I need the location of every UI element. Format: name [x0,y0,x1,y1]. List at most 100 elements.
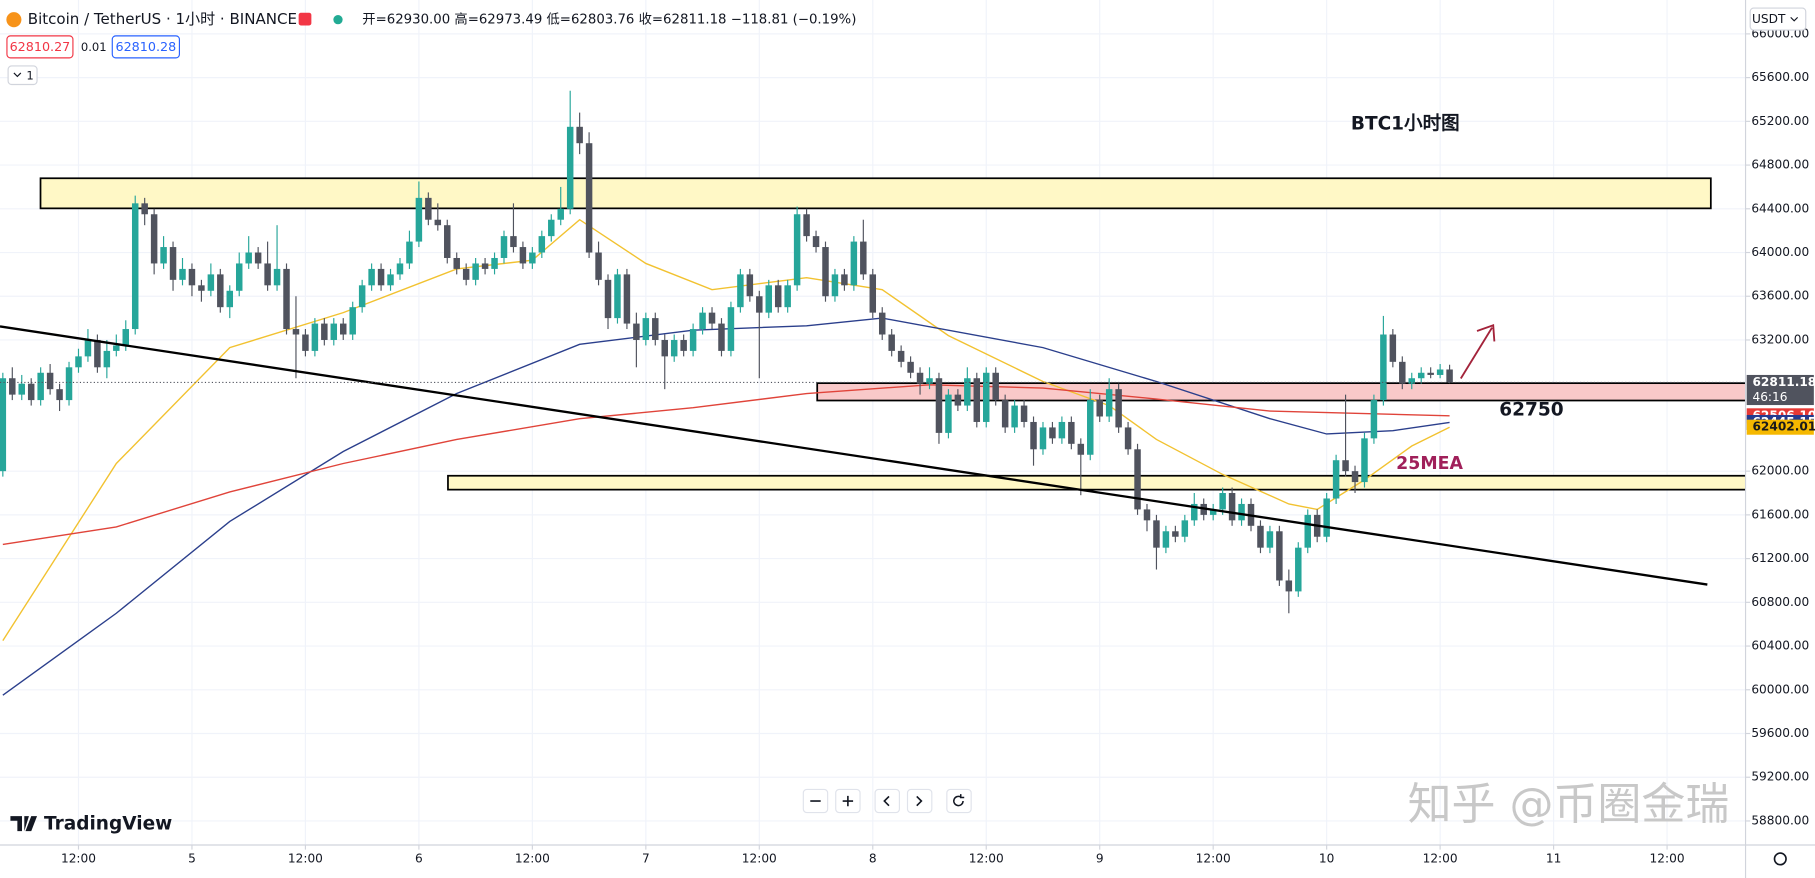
toggle-icon [13,72,22,78]
candle-body [1105,389,1113,417]
candle-body [1389,334,1397,362]
candle-body [973,378,981,422]
candle-body [1417,372,1425,379]
moving-averages [2,218,1450,696]
candle-body [878,312,886,335]
y-tick-label: 60400.00 [1751,639,1809,653]
candle-body [869,274,877,313]
x-tick-label: 12:00 [1423,851,1458,865]
candle-body [217,274,224,308]
candle-body [254,252,262,264]
candle-body [1238,503,1245,521]
candle-body [689,329,697,351]
candle-body [935,378,943,433]
candle-body [131,203,139,330]
candle-body [0,378,7,472]
reset-button[interactable] [946,788,972,814]
indicator-toggle[interactable] [7,65,38,86]
candle-body [1295,547,1302,592]
y-tick-label: 58800.00 [1751,813,1809,827]
candle-body [964,378,971,406]
candle-body [179,268,186,280]
candle-body [926,378,933,384]
ohlc-quote: 开=62930.00 高=62973.49 低=62803.76 收=62811… [362,11,856,28]
candle-body [1285,580,1293,592]
icon [883,795,890,807]
zoom-controls [802,788,972,814]
candle-body [1039,427,1047,450]
candle-body [633,323,640,340]
y-tick-label: 61200.00 [1751,551,1809,565]
candle-body [94,339,101,368]
candle-body [1134,449,1141,510]
candle-body [84,339,92,357]
dropdown-icon [1790,16,1799,22]
candle-body [481,263,489,269]
countdown: 46:16 [1752,390,1787,404]
candle-body [1124,427,1132,450]
candle-body [1153,520,1160,548]
candle-body [510,236,517,248]
symbol-logo [6,12,22,28]
candle-body [292,329,300,335]
candle-body [1077,443,1085,455]
x-tick-label: 9 [1096,851,1104,865]
price-marker-label: 62402.01 [1752,420,1815,434]
currency: USDT [1752,12,1786,26]
candle-body [207,274,215,291]
y-tick-label: 63600.00 [1751,289,1809,303]
candle-body [264,263,271,286]
candle-body [614,274,621,319]
scroll-left-button[interactable] [874,788,900,814]
annotation: 25MEA [1396,454,1463,474]
x-tick-label: 7 [642,851,650,865]
x-tick-label: 12:00 [969,851,1004,865]
spread: 0.01 [81,40,107,54]
candle-body [746,274,754,297]
candle-body [396,263,404,275]
candle-body [160,247,167,264]
x-tick-label: 8 [869,851,877,865]
candle-body [1011,405,1018,428]
candle-body [462,268,470,280]
candle-body [500,236,508,258]
candle-body [623,274,631,324]
candle-body [1181,520,1189,537]
candle-body [1087,400,1094,455]
candle-body [226,290,234,308]
candle-body [1068,421,1075,444]
candle-body [18,383,25,395]
plot [0,90,1746,696]
x-tick-label: 12:00 [1650,851,1685,865]
settings-icon[interactable] [1773,852,1787,866]
icon [842,795,854,807]
candle-body [1370,400,1378,439]
candle-body [566,126,574,209]
sell-button[interactable] [6,35,74,59]
candle-body [1001,400,1009,428]
brand-logo [10,816,38,832]
candle-body [1276,531,1283,581]
scroll-right-button[interactable] [906,788,933,814]
candle-body [992,372,999,401]
alert-icon[interactable] [298,12,312,26]
buy-button[interactable] [111,35,180,59]
icon [953,794,965,807]
candle-body [103,350,111,368]
currency-button[interactable] [1749,7,1807,31]
candle-body [1408,378,1415,384]
candle-body [113,345,120,351]
candle-body [576,126,583,144]
candle-body [349,307,356,335]
market-status [333,15,343,25]
x-tick-label: 12:00 [288,851,323,865]
candle-body [273,268,281,286]
price-marker [1746,374,1814,406]
y-tick-label: 60000.00 [1751,682,1809,696]
candle-body [652,318,659,340]
candle-body [1446,369,1453,383]
candle-body [311,323,319,351]
candle-body [538,236,546,253]
